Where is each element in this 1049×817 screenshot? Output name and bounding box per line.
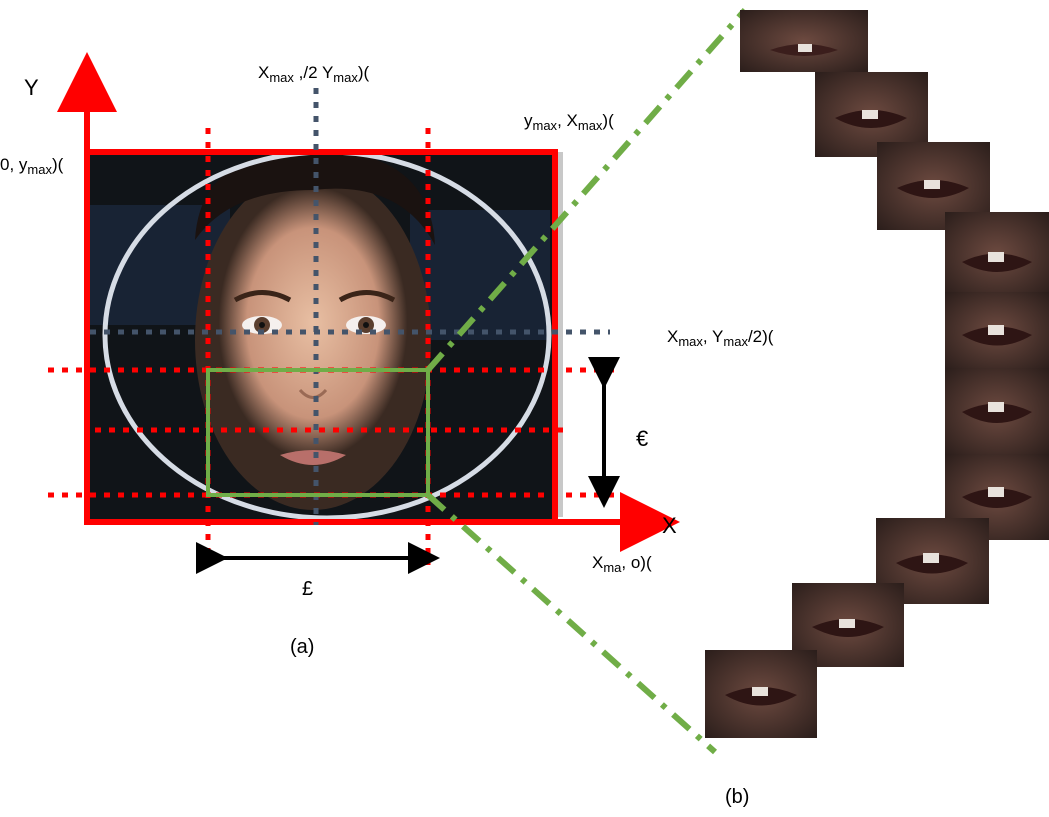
label-mid-right: Xmax, Ymax/2)( (667, 327, 774, 349)
mouth-frame (705, 650, 817, 738)
mouth-frame (945, 368, 1049, 456)
projection-line-top (425, 8, 748, 372)
label-top-center: Xmax ,/2 Ymax)( (258, 63, 370, 85)
y-axis-label: Y (24, 75, 39, 100)
mouth-frame (945, 454, 1049, 540)
mouth-frame (740, 10, 868, 72)
mouth-frame (876, 518, 989, 604)
projection-line-bottom (425, 492, 718, 755)
mouth-frame (945, 212, 1049, 297)
caption-a: (a) (290, 636, 314, 658)
x-axis-label: X (662, 513, 677, 538)
face-photo (87, 150, 563, 522)
mouth-frame (945, 292, 1049, 370)
caption-b: (b) (725, 786, 749, 808)
label-origin-top: 0, ymax)( (0, 155, 64, 177)
label-bottom-right: Xma, o)( (592, 553, 652, 575)
label-top-right: ymax, Xmax)( (524, 111, 614, 133)
width-symbol: £ (302, 578, 313, 600)
mouth-frame-sequence (705, 10, 1049, 738)
mouth-roi-box (206, 368, 430, 497)
height-symbol: € (636, 426, 648, 451)
